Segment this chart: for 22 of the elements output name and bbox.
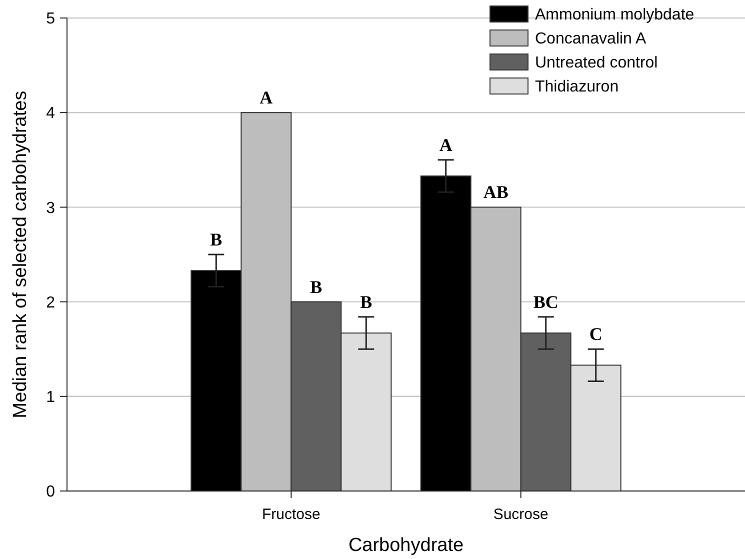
y-axis-title: Median rank of selected carbohydrates [10,90,31,418]
legend-label: Ammonium molybdate [535,6,694,24]
data-label: BC [533,292,558,312]
x-axis-title: Carbohydrate [348,535,464,556]
data-label: B [210,230,222,250]
data-label: A [439,134,452,155]
legend-label: Untreated control [535,54,658,72]
data-label: AB [483,182,508,202]
data-label: B [310,276,322,297]
y-tick-label: 5 [46,10,56,28]
legend-label: Concanavalin A [535,30,647,48]
y-tick-label: 3 [46,200,56,217]
x-tick-label: Sucrose [493,506,548,523]
y-tick-label: 4 [46,105,56,122]
data-label: B [360,292,372,312]
data-label: A [260,88,273,108]
legend-label: Thidiazuron [535,78,619,96]
y-tick-label: 0 [46,484,56,501]
y-tick-label: 1 [46,389,56,406]
data-label: C [589,324,602,344]
x-tick-label: Fructose [262,506,320,523]
y-tick-label: 2 [46,294,56,312]
